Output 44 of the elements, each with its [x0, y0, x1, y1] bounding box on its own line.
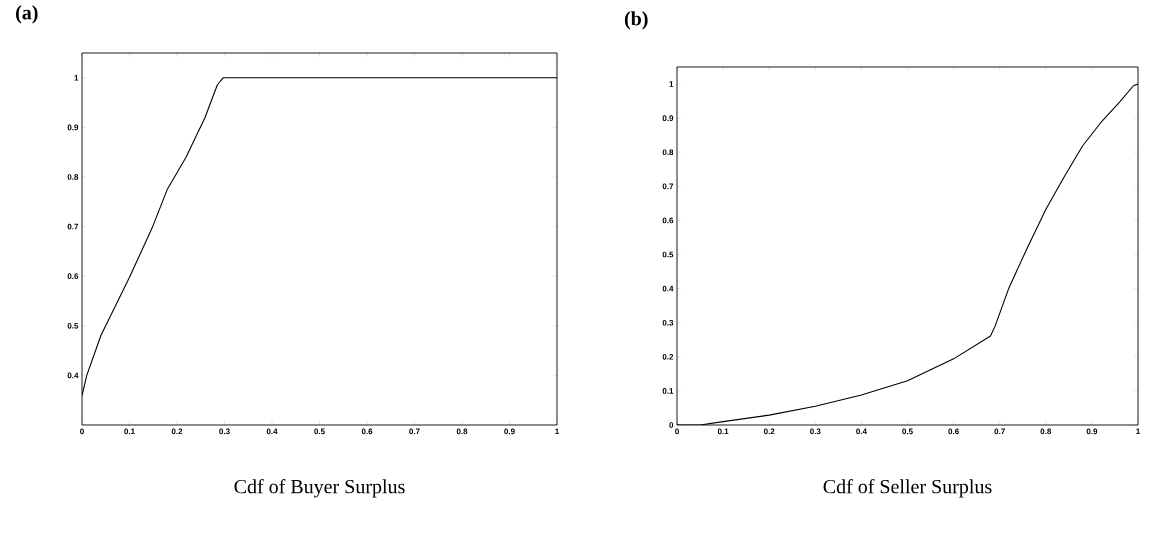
- x-tick-label: 0.6: [361, 428, 373, 435]
- x-tick-label: 1: [555, 428, 559, 435]
- chart-title: (a): [16, 5, 38, 24]
- x-tick-label: 0.1: [717, 428, 729, 435]
- x-tick-label: 0.4: [266, 428, 278, 435]
- y-tick-label: 0.2: [662, 353, 674, 360]
- x-tick-label: 0.1: [124, 428, 135, 435]
- x-tick-label: 0.4: [856, 428, 867, 435]
- x-tick-label: 0.2: [171, 428, 183, 435]
- x-tick-label: 0.8: [1040, 428, 1052, 435]
- y-tick-label: 0.4: [662, 285, 674, 292]
- x-tick-label: 0.9: [504, 428, 515, 435]
- y-tick-label: 0.6: [67, 273, 79, 280]
- x-axis-title: Cdf of Buyer Surplus: [234, 479, 405, 498]
- y-tick-label: 0.7: [662, 183, 674, 190]
- y-tick-label: 0.9: [67, 124, 79, 131]
- x-tick-label: 0.7: [994, 428, 1005, 435]
- x-tick-label: 0.2: [763, 428, 775, 435]
- y-tick-label: 1: [669, 81, 674, 87]
- x-tick-label: 0.8: [456, 428, 468, 435]
- y-tick-label: 0.7: [67, 223, 79, 230]
- x-tick-label: 0.9: [1086, 428, 1098, 435]
- x-tick-label: 0: [80, 428, 84, 435]
- x-tick-label: 0.5: [902, 428, 913, 435]
- x-axis-title: Cdf of Seller Surplus: [823, 479, 992, 498]
- y-tick-label: 0.8: [662, 149, 674, 156]
- y-tick-label: 0.9: [662, 115, 674, 121]
- y-tick-label: 0.5: [67, 322, 79, 329]
- y-tick-label: 0.6: [662, 217, 674, 224]
- x-tick-label: 0.3: [810, 428, 821, 435]
- y-tick-label: 0: [669, 422, 674, 428]
- chart-title: (b): [624, 11, 648, 30]
- x-tick-label: 0.7: [409, 428, 420, 435]
- x-tick-label: 0.3: [219, 428, 230, 435]
- y-tick-label: 0.3: [662, 319, 674, 326]
- y-tick-label: 0.8: [67, 174, 79, 180]
- y-tick-label: 0.4: [67, 372, 79, 379]
- x-tick-label: 1: [1136, 428, 1140, 435]
- x-tick-label: 0.5: [314, 428, 325, 435]
- y-tick-label: 0.1: [662, 388, 674, 394]
- x-tick-label: 0: [675, 428, 679, 435]
- y-tick-label: 1: [74, 75, 79, 81]
- y-tick-label: 0.5: [662, 251, 674, 258]
- x-tick-label: 0.6: [948, 428, 959, 435]
